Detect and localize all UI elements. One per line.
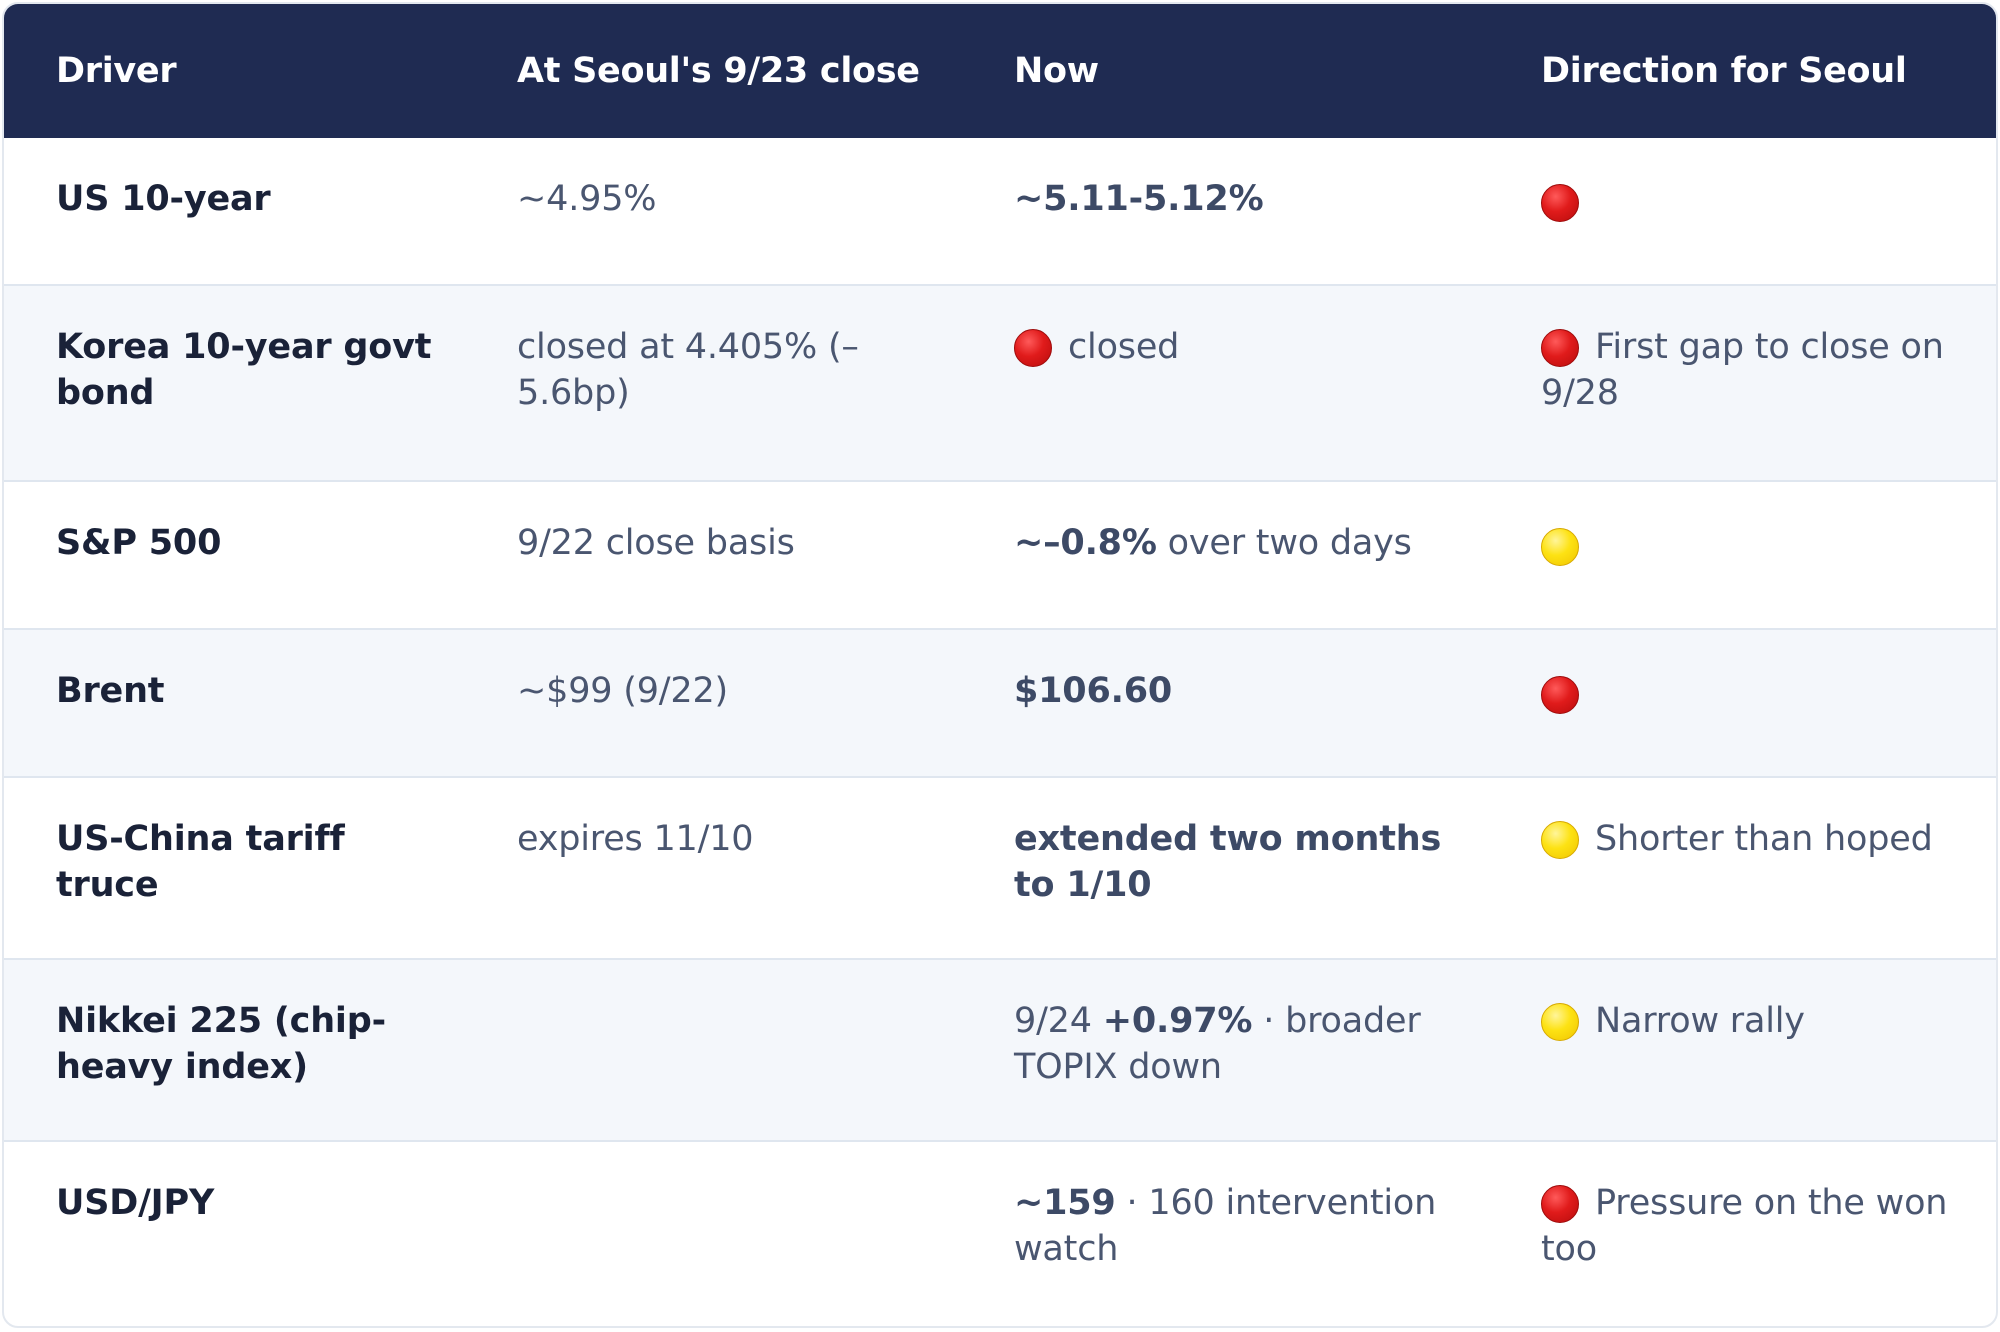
table-row: USD/JPY ~159 · 160 intervention watch Pr… [4,1141,1996,1326]
red-circle-icon [1541,184,1579,222]
now-value: ~5.11-5.12% [1014,179,1264,219]
at-close-cell [465,1141,962,1326]
table-body: US 10-year ~4.95% ~5.11-5.12% Korea 10-y… [4,138,1996,1326]
now-value: +0.97% [1102,1001,1253,1041]
now-cell: ~159 · 160 intervention watch [962,1141,1489,1326]
red-circle-icon [1541,329,1579,367]
table-row: Brent ~$99 (9/22) $106.60 [4,629,1996,777]
table-row: Korea 10-year govt bond closed at 4.405%… [4,285,1996,481]
direction-cell: Narrow rally [1489,959,1996,1141]
direction-cell: Pressure on the won too [1489,1141,1996,1326]
now-cell: ~–0.8% over two days [962,481,1489,629]
now-cell: 9/24 +0.97% · broader TOPIX down [962,959,1489,1141]
red-circle-icon [1014,329,1052,367]
at-close-cell: ~4.95% [517,179,657,219]
direction-cell [1489,629,1996,777]
driver-cell: US-China tariff truce [56,819,345,905]
now-cell: ~5.11-5.12% [962,138,1489,285]
at-close-cell: closed at 4.405% (–5.6bp) [517,327,859,413]
direction-text: Pressure on the won too [1541,1183,1948,1269]
direction-cell: First gap to close on 9/28 [1489,285,1996,481]
now-cell: $106.60 [962,629,1489,777]
header-direction: Direction for Seoul [1541,51,1907,91]
now-cell: extended two months to 1/10 [962,777,1489,959]
at-close-cell: expires 11/10 [517,819,754,859]
yellow-circle-icon [1541,1003,1579,1041]
market-drivers-table: Driver At Seoul's 9/23 close Now Directi… [4,4,1996,1326]
header-row: Driver At Seoul's 9/23 close Now Directi… [4,4,1996,138]
yellow-circle-icon [1541,528,1579,566]
red-circle-icon [1541,676,1579,714]
direction-cell [1489,481,1996,629]
yellow-circle-icon [1541,821,1579,859]
direction-text: Shorter than hoped [1595,819,1933,859]
driver-cell: Nikkei 225 (chip-heavy index) [56,1001,386,1087]
now-value: ~–0.8% [1014,523,1157,563]
direction-cell: Shorter than hoped [1489,777,1996,959]
at-close-cell: ~$99 (9/22) [517,671,728,711]
at-close-cell [465,959,962,1141]
direction-cell [1489,138,1996,285]
table-row: Nikkei 225 (chip-heavy index) 9/24 +0.97… [4,959,1996,1141]
now-value: extended two months to 1/10 [1014,819,1442,905]
driver-cell: Korea 10-year govt bond [56,327,432,413]
header-now: Now [1014,51,1099,91]
direction-text: Narrow rally [1595,1001,1805,1041]
now-text: over two days [1156,523,1412,563]
driver-cell: S&P 500 [56,523,222,563]
red-circle-icon [1541,1185,1579,1223]
driver-cell: USD/JPY [56,1183,215,1223]
now-cell: closed [962,285,1489,481]
driver-cell: Brent [56,671,165,711]
header-at-close: At Seoul's 9/23 close [517,51,920,91]
now-text: closed [1068,327,1180,367]
now-text: · broader TOPIX down [1014,1001,1421,1087]
table-row: US-China tariff truce expires 11/10 exte… [4,777,1996,959]
header-driver: Driver [56,51,177,91]
now-text: · 160 intervention watch [1014,1183,1437,1269]
now-prefix: 9/24 [1014,1001,1103,1041]
direction-text: First gap to close on 9/28 [1541,327,1944,413]
now-value: $106.60 [1014,671,1173,711]
now-value: ~159 [1014,1183,1116,1223]
table-row: S&P 500 9/22 close basis ~–0.8% over two… [4,481,1996,629]
at-close-cell: 9/22 close basis [517,523,795,563]
table-header: Driver At Seoul's 9/23 close Now Directi… [4,4,1996,138]
driver-cell: US 10-year [56,179,271,219]
table-row: US 10-year ~4.95% ~5.11-5.12% [4,138,1996,285]
